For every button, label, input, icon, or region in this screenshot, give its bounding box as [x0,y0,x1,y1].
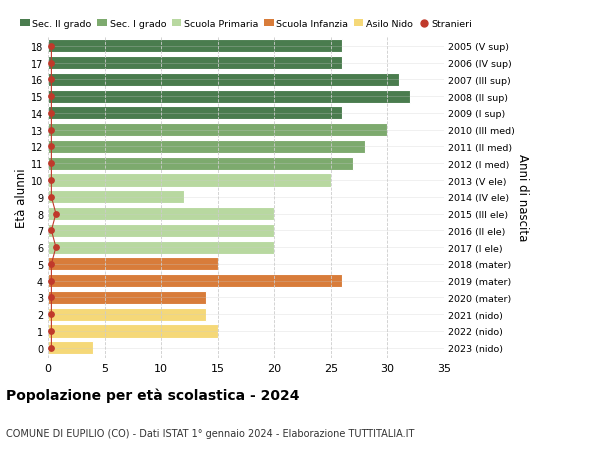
Bar [48,274,342,288]
Point [47,277,56,285]
Bar [48,207,274,221]
Bar [48,124,388,137]
Point [47,110,56,118]
Bar [48,40,342,53]
Bar [48,174,331,187]
Point [47,311,56,318]
Bar [48,341,93,354]
Bar [48,90,410,103]
Point [47,294,56,302]
Point [51,210,61,218]
Point [47,93,56,101]
Bar [48,157,353,170]
Point [51,244,61,251]
Bar [48,258,218,271]
Point [47,328,56,335]
Bar [48,325,218,338]
Bar [48,224,274,237]
Legend: Sec. II grado, Sec. I grado, Scuola Primaria, Scuola Infanzia, Asilo Nido, Stran: Sec. II grado, Sec. I grado, Scuola Prim… [20,20,472,29]
Bar [48,308,206,321]
Bar [48,241,274,254]
Point [47,194,56,201]
Bar [48,107,342,120]
Y-axis label: Anni di nascita: Anni di nascita [516,154,529,241]
Point [47,261,56,268]
Point [47,127,56,134]
Text: COMUNE DI EUPILIO (CO) - Dati ISTAT 1° gennaio 2024 - Elaborazione TUTTITALIA.IT: COMUNE DI EUPILIO (CO) - Dati ISTAT 1° g… [6,428,415,438]
Point [47,227,56,235]
Y-axis label: Età alunni: Età alunni [15,168,28,227]
Text: Popolazione per età scolastica - 2024: Popolazione per età scolastica - 2024 [6,388,299,403]
Bar [48,191,184,204]
Point [47,144,56,151]
Bar [48,57,342,70]
Point [47,160,56,168]
Bar [48,140,365,154]
Point [47,344,56,352]
Point [47,77,56,84]
Point [47,60,56,67]
Point [47,43,56,50]
Bar [48,291,206,304]
Point [47,177,56,185]
Bar [48,74,399,87]
